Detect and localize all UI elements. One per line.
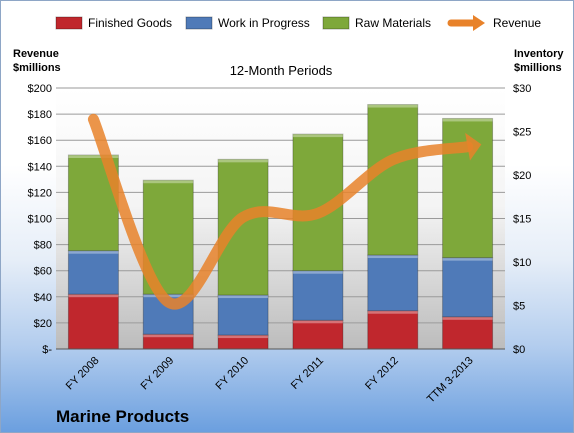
- bar-highlight: [68, 294, 119, 298]
- left-tick-label: $180: [28, 109, 52, 121]
- bar-highlight: [143, 334, 194, 338]
- bar-highlight: [68, 250, 119, 254]
- bar-highlight: [292, 134, 343, 138]
- right-tick-label: $30: [513, 83, 531, 95]
- legend-label: Revenue: [493, 16, 541, 30]
- bar-finished-goods: [367, 310, 419, 350]
- bar-highlight: [218, 295, 269, 299]
- bar-work-in-progress: [292, 270, 344, 321]
- right-tick-label: $10: [513, 257, 531, 269]
- x-tick-label: FY 2012: [363, 355, 401, 393]
- company-name: Marine Products: [56, 407, 189, 426]
- bar-finished-goods: [292, 319, 344, 350]
- revenue-arrowhead: [465, 132, 482, 161]
- bar-finished-goods: [67, 293, 119, 350]
- bar-highlight: [218, 159, 269, 163]
- bar-raw-materials: [217, 158, 269, 296]
- right-tick-label: $25: [513, 127, 531, 139]
- bar-highlight: [292, 320, 343, 324]
- bar-work-in-progress: [217, 294, 269, 336]
- x-tick-label: TTM 3-2013: [425, 355, 476, 406]
- bar-work-in-progress: [442, 257, 494, 318]
- left-axis-title-line2: $millions: [13, 62, 61, 74]
- right-tick-label: $15: [513, 214, 531, 226]
- bar-highlight: [442, 316, 493, 320]
- x-tick-label: FY 2011: [289, 355, 326, 392]
- left-tick-label: $100: [28, 214, 52, 226]
- revenue-line-path: [87, 113, 474, 310]
- bar-highlight: [442, 257, 493, 261]
- bar-highlight: [68, 154, 119, 158]
- right-tick-label: $0: [513, 344, 525, 356]
- right-tick-label: $5: [513, 301, 525, 313]
- x-tick-label: FY 2008: [64, 355, 102, 393]
- left-tick-label: $140: [28, 161, 52, 173]
- left-tick-label: $20: [34, 318, 52, 330]
- left-tick-label: $80: [34, 240, 52, 252]
- x-tick-label: FY 2010: [213, 355, 251, 393]
- revenue-line: [87, 113, 482, 310]
- legend-swatch: [55, 16, 83, 30]
- legend-label: Work in Progress: [218, 16, 310, 30]
- legend: Finished Goods Work in Progress Raw Materi…: [55, 15, 541, 31]
- bar-highlight: [442, 118, 493, 122]
- bar-raw-materials: [367, 104, 419, 256]
- left-tick-label: $120: [28, 187, 52, 199]
- legend-arrow: [473, 15, 485, 31]
- bar-highlight: [367, 310, 418, 314]
- right-axis-title-line2: $millions: [514, 62, 562, 74]
- legend-swatch: [322, 16, 350, 30]
- bar-highlight: [143, 180, 194, 184]
- bar-highlight: [292, 270, 343, 274]
- left-tick-label: $-: [42, 344, 52, 356]
- left-tick-label: $160: [28, 135, 52, 147]
- bar-finished-goods: [442, 316, 494, 350]
- bar-work-in-progress: [367, 254, 419, 312]
- right-tick-label: $20: [513, 170, 531, 182]
- bar-highlight: [218, 335, 269, 339]
- right-axis-title-line1: Inventory: [514, 48, 564, 60]
- left-axis-title-line1: Revenue: [13, 48, 59, 60]
- bar-work-in-progress: [67, 250, 119, 295]
- legend-label: Raw Materials: [355, 16, 431, 30]
- left-tick-label: $60: [34, 266, 52, 278]
- x-tick-label: FY 2009: [139, 355, 177, 393]
- left-tick-label: $200: [28, 83, 52, 95]
- bar-highlight: [367, 255, 418, 259]
- left-tick-label: $40: [34, 292, 52, 304]
- chart-subtitle: 12-Month Periods: [230, 63, 333, 78]
- legend-label: Finished Goods: [88, 16, 172, 30]
- bar-highlight: [367, 104, 418, 108]
- legend-swatch: [185, 16, 213, 30]
